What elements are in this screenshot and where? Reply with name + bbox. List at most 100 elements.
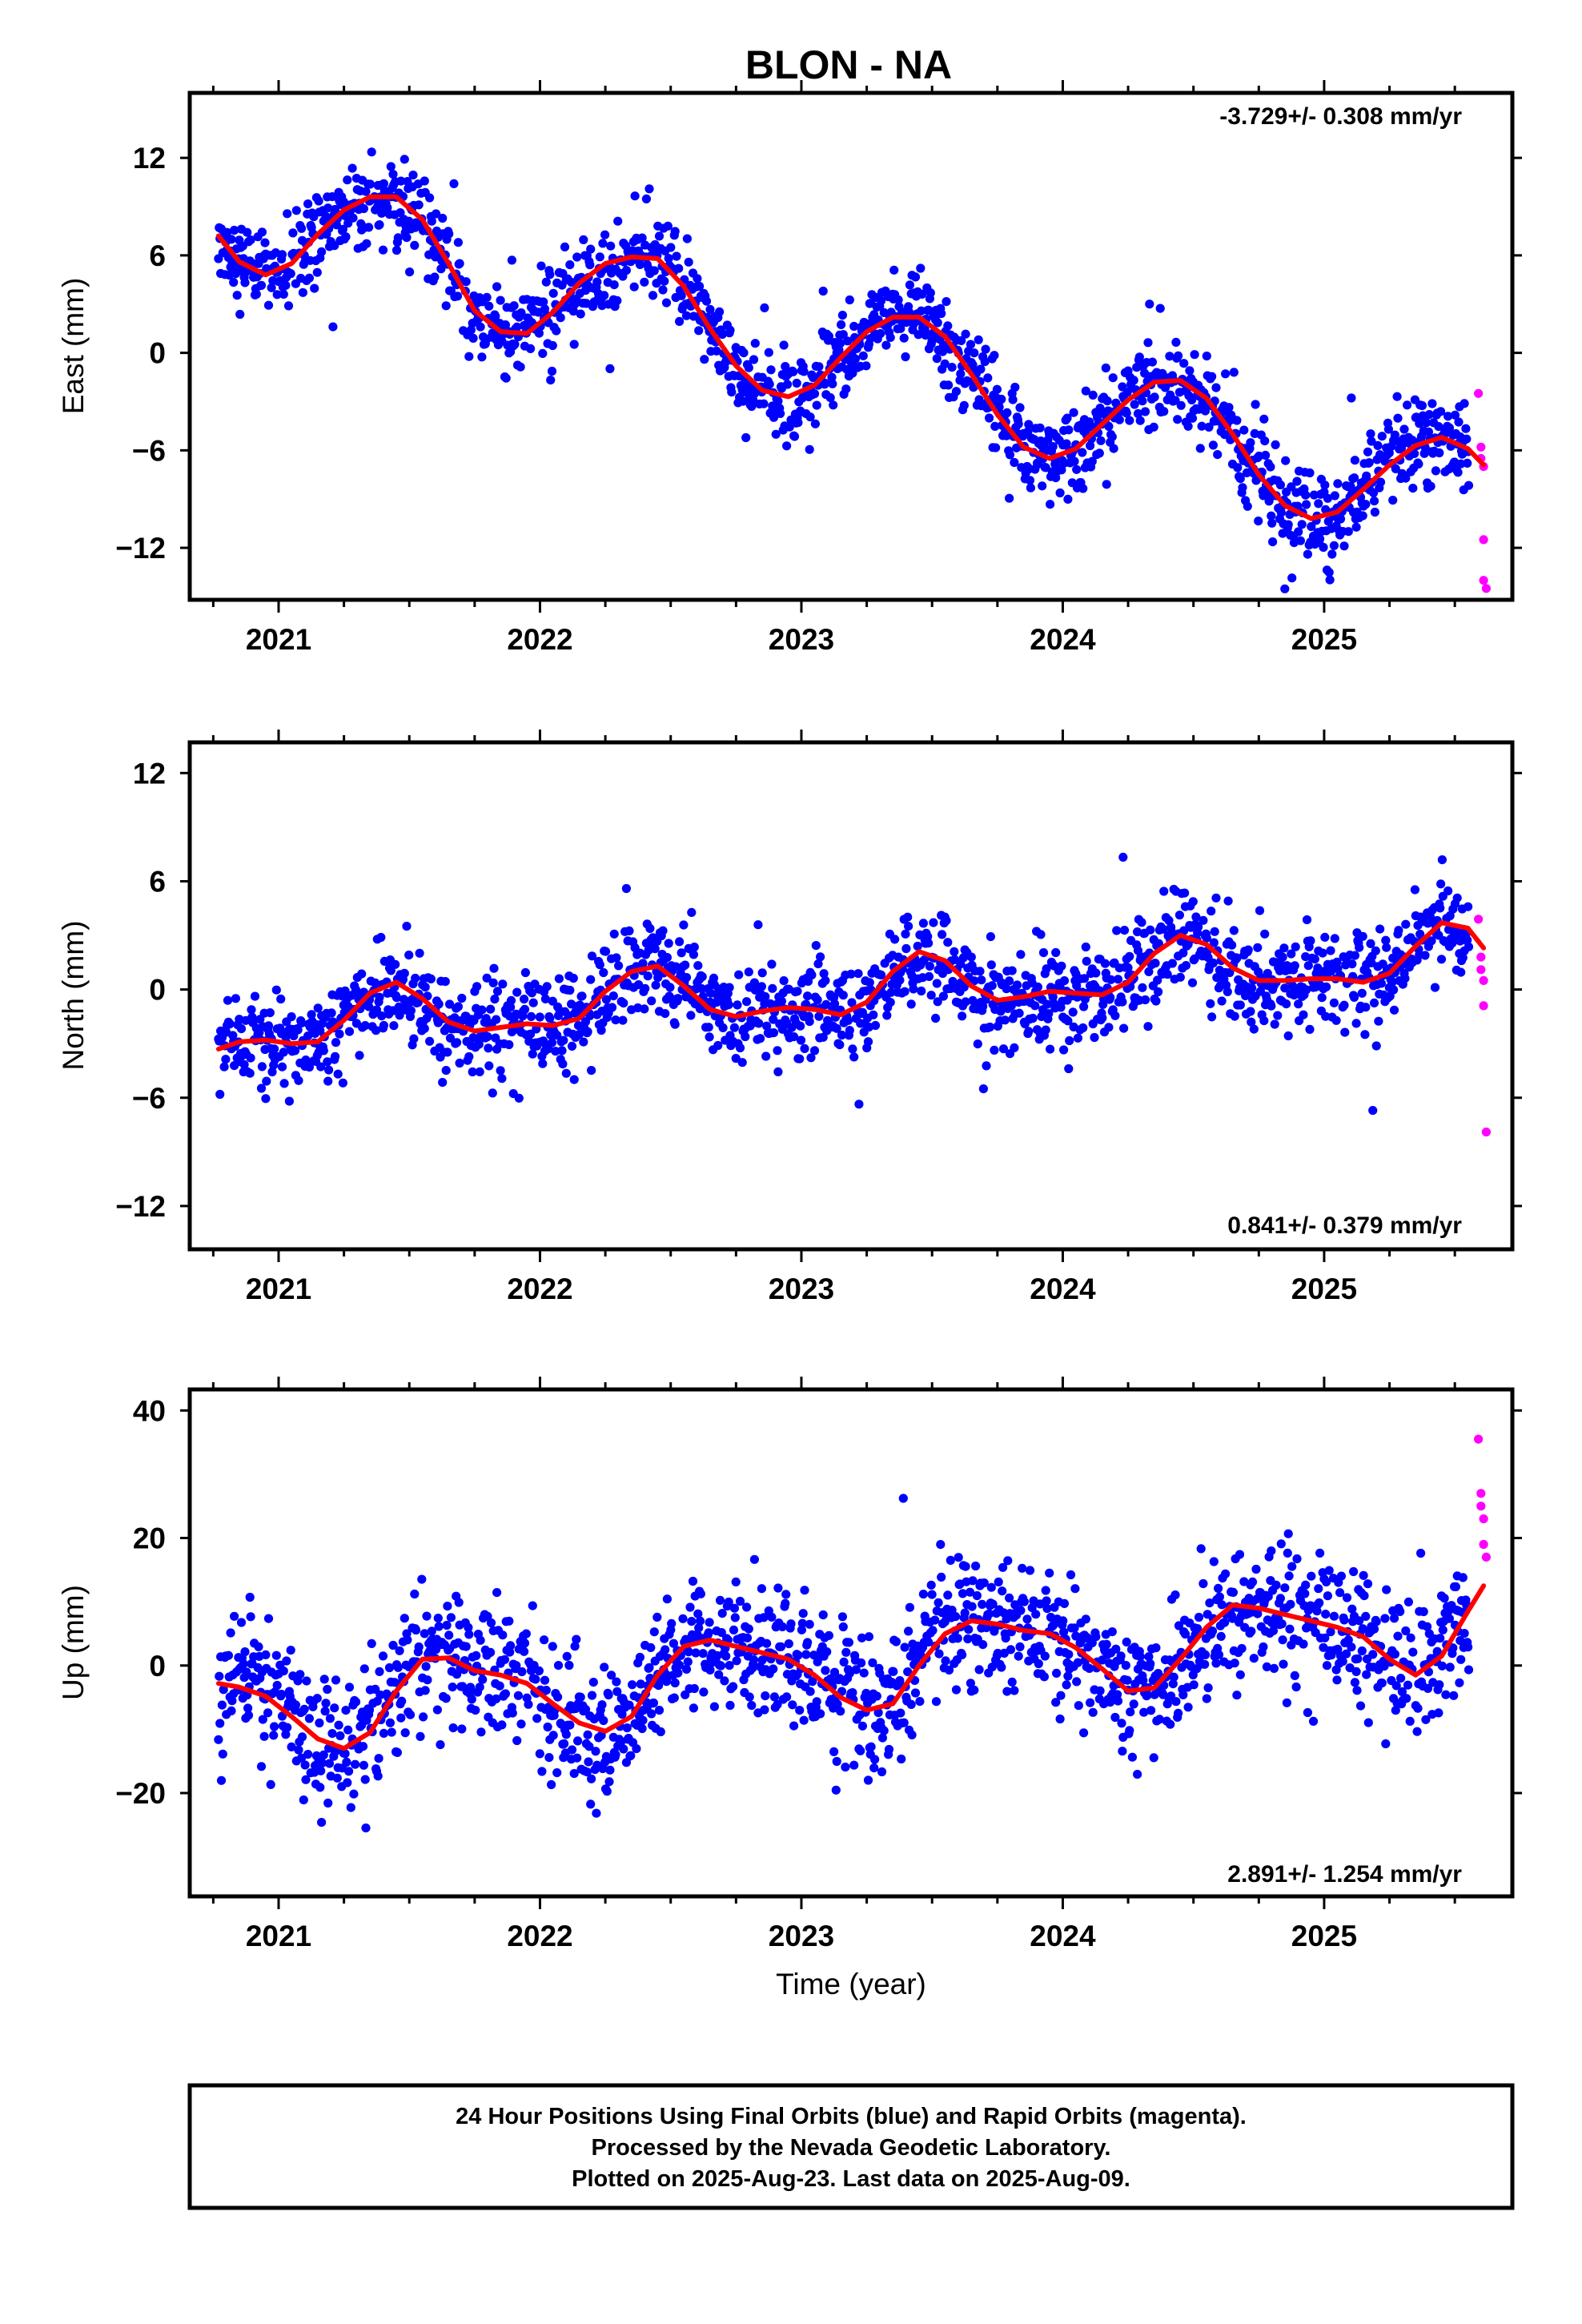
north-final-point — [729, 1023, 740, 1032]
north-final-point — [497, 1074, 507, 1084]
up-final-point — [1406, 1633, 1415, 1642]
north-final-point — [985, 1022, 995, 1032]
north-final-point — [559, 1035, 568, 1045]
north-final-point — [1247, 1017, 1256, 1027]
up-final-point — [1438, 1625, 1447, 1634]
up-final-point — [384, 1663, 395, 1673]
east-final-point — [1367, 436, 1376, 446]
up-final-point — [388, 1640, 398, 1651]
up-final-point — [926, 1580, 936, 1590]
north-final-point — [561, 1068, 571, 1078]
north-final-point — [1113, 975, 1123, 984]
up-final-point — [1451, 1582, 1460, 1591]
north-final-point — [520, 995, 529, 1004]
north-final-point — [483, 1031, 492, 1042]
up-final-point — [1113, 1696, 1123, 1706]
north-x-tick-label: 2023 — [769, 1273, 834, 1305]
north-final-point — [762, 1021, 772, 1031]
north-final-point — [1206, 999, 1215, 1008]
up-final-point — [784, 1639, 793, 1649]
up-final-point — [1456, 1636, 1465, 1646]
up-final-point — [868, 1658, 877, 1667]
up-final-point — [500, 1689, 511, 1699]
north-final-point — [1125, 951, 1134, 961]
north-final-point — [718, 1023, 728, 1032]
east-final-point — [347, 163, 357, 173]
up-final-point — [695, 1616, 705, 1626]
up-final-point — [824, 1630, 833, 1640]
east-final-point — [782, 380, 793, 389]
up-final-point — [1403, 1680, 1413, 1690]
east-final-point — [492, 282, 502, 292]
up-final-point — [584, 1757, 593, 1767]
up-final-point — [669, 1638, 679, 1648]
north-final-point — [279, 1079, 289, 1088]
east-final-point — [675, 316, 685, 326]
east-final-point — [1170, 396, 1180, 405]
north-final-point — [468, 1067, 477, 1077]
east-y-axis-label: East (mm) — [57, 278, 90, 415]
up-final-point — [420, 1629, 429, 1638]
up-final-point — [693, 1609, 703, 1618]
east-final-point — [341, 232, 351, 242]
up-final-point — [714, 1670, 724, 1679]
up-final-point — [1322, 1577, 1331, 1586]
north-final-point — [262, 1076, 271, 1086]
up-final-point — [553, 1692, 563, 1702]
up-rapid-point — [1474, 1434, 1484, 1444]
up-final-point — [321, 1699, 331, 1708]
north-final-point — [1036, 930, 1046, 939]
north-final-point — [540, 994, 551, 1003]
east-final-point — [1307, 521, 1316, 532]
north-final-point — [457, 993, 467, 1003]
up-rapid-point — [1476, 1502, 1486, 1511]
north-final-point — [1012, 980, 1022, 990]
east-y-tick-label: −12 — [115, 532, 166, 565]
north-final-point — [1389, 1005, 1399, 1015]
east-final-point — [1383, 424, 1393, 434]
east-final-point — [427, 216, 436, 226]
up-final-point — [848, 1688, 857, 1698]
up-final-point — [442, 1620, 452, 1630]
north-final-point — [671, 962, 681, 971]
north-final-point — [901, 929, 910, 939]
up-final-point — [405, 1710, 416, 1719]
up-final-point — [1135, 1652, 1145, 1662]
up-model-line — [215, 1583, 1487, 1751]
up-final-point — [1349, 1566, 1359, 1577]
up-final-point — [900, 1642, 909, 1652]
north-final-point — [1389, 985, 1399, 995]
north-final-point — [933, 997, 942, 1007]
east-final-point — [1403, 400, 1412, 410]
up-final-point — [588, 1678, 598, 1687]
east-y-tick-label: −6 — [132, 434, 166, 467]
north-final-point — [371, 1005, 382, 1015]
east-final-point — [744, 363, 753, 372]
east-final-point — [1268, 537, 1278, 547]
up-final-point — [436, 1740, 445, 1750]
up-final-point — [987, 1663, 997, 1672]
up-final-point — [1022, 1614, 1032, 1624]
north-final-point — [270, 1044, 279, 1054]
up-final-point — [685, 1602, 695, 1612]
east-final-point — [1005, 450, 1015, 460]
north-final-point — [1082, 956, 1091, 966]
east-final-point — [1064, 425, 1074, 435]
east-final-point — [765, 380, 774, 389]
east-final-point — [1464, 480, 1474, 490]
east-final-point — [1301, 490, 1311, 500]
north-final-point — [938, 991, 948, 1001]
up-final-point — [1458, 1573, 1468, 1582]
up-final-point — [214, 1735, 223, 1744]
up-final-point — [521, 1629, 531, 1638]
up-final-point — [396, 1713, 406, 1723]
east-rapid-points — [1474, 388, 1491, 593]
north-final-point — [1119, 1023, 1129, 1033]
east-final-point — [1434, 422, 1443, 432]
north-final-point — [1079, 1002, 1089, 1011]
east-final-point — [1086, 440, 1095, 451]
east-final-point — [1087, 456, 1097, 466]
north-final-point — [819, 969, 829, 979]
